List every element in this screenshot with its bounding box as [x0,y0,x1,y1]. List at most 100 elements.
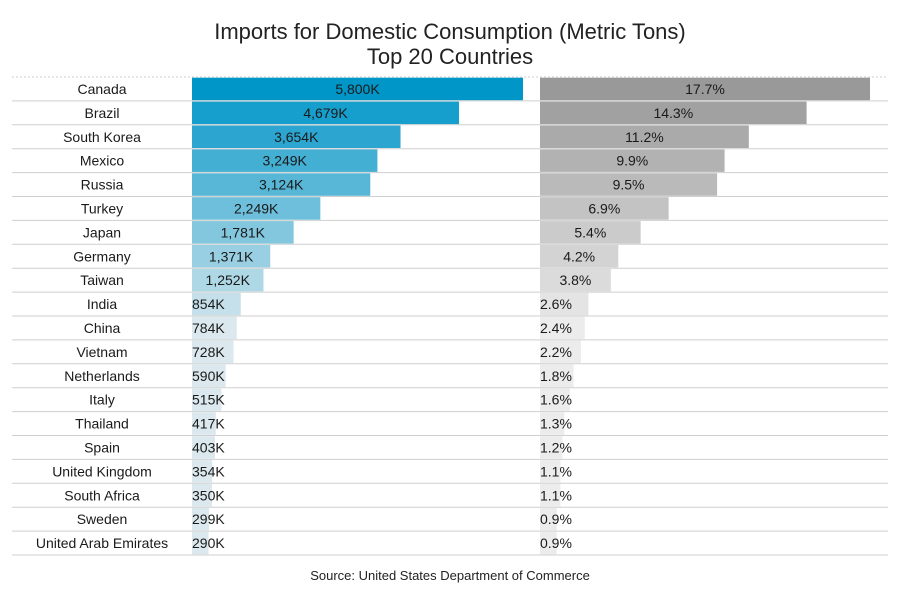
bar-share-label: 0.9% [540,511,572,527]
bar-share-label: 0.9% [540,535,572,551]
bar-share [540,316,585,340]
bar-tons [192,77,523,101]
category-label: Netherlands [64,368,140,384]
bar-share [540,77,870,101]
bar-tons [192,149,378,172]
bar-tons [192,221,294,244]
bar-tons-label: 784K [192,320,225,336]
category-label: Canada [77,81,126,97]
bar-tons-label: 728K [192,344,225,360]
bar-tons-label: 350K [192,487,225,503]
bar-tons-label: 354K [192,463,225,479]
category-label: South Africa [64,487,140,503]
bar-share [540,197,669,220]
category-label: Russia [81,177,124,193]
bar-share-label: 1.3% [540,416,572,432]
bar-share-label: 5.4% [574,224,606,240]
bar-tons-label: 1,252K [206,272,251,288]
bar-tons [192,173,371,196]
bar-share-label: 2.4% [540,320,572,336]
bar-tons [192,340,234,364]
category-label: India [87,296,118,312]
bar-share [540,268,611,292]
bar-tons-label: 290K [192,535,225,551]
category-label: China [84,320,121,336]
bar-tons [192,268,264,292]
bar-share-label: 4.2% [563,248,595,264]
bar-share-label: 11.2% [625,129,664,145]
category-label: Germany [73,248,131,264]
bar-share-label: 3.8% [559,272,591,288]
bar-tons-label: 5,800K [335,81,380,97]
category-label: United Arab Emirates [36,535,168,551]
bar-tons [192,388,222,411]
bar-share [540,388,570,411]
category-label: Thailand [75,416,129,432]
bar-share-label: 1.6% [540,392,572,408]
chart-subtitle: Top 20 Countries [366,44,534,69]
bar-tons [192,101,460,125]
chart-title: Imports for Domestic Consumption (Metric… [214,19,686,44]
bar-share-label: 1.2% [540,439,572,455]
category-label: Japan [83,224,121,240]
bar-share-label: 6.9% [588,200,620,216]
bar-share [540,531,557,555]
category-label: Spain [84,439,120,455]
bar-share-label: 9.9% [616,153,648,169]
category-label: Taiwan [80,272,124,288]
category-label: South Korea [63,129,141,145]
bar-share [540,101,807,125]
category-label: Brazil [84,105,119,121]
bar-tons-label: 1,781K [221,224,266,240]
bar-share [540,460,561,483]
bar-share-label: 17.7% [685,81,725,97]
bar-share-label: 2.2% [540,344,572,360]
bar-tons-label: 2,249K [234,200,279,216]
category-label: Mexico [80,153,125,169]
bar-tons [192,316,237,340]
bar-share-label: 9.5% [613,177,645,193]
source-note: Source: United States Department of Comm… [310,568,590,583]
bar-tons-label: 515K [192,392,225,408]
bar-tons [192,197,321,220]
bar-share [540,125,749,148]
bar-tons-label: 3,124K [259,177,304,193]
bar-tons [192,460,213,483]
bar-share-label: 2.6% [540,296,572,312]
bar-tons [192,507,210,531]
bar-tons [192,412,216,435]
bar-tons-label: 3,654K [274,129,319,145]
bar-share [540,507,557,531]
bar-share-label: 1.1% [540,487,572,503]
category-label: United Kingdom [52,463,152,479]
bar-tons-label: 299K [192,511,225,527]
bar-share [540,149,725,172]
category-label: Sweden [77,511,128,527]
bar-share [540,484,561,507]
bar-tons-label: 403K [192,439,225,455]
bar-tons [192,292,241,316]
bar-tons-label: 854K [192,296,225,312]
bar-share [540,245,619,268]
bar-tons-label: 1,371K [209,248,254,264]
bar-share [540,292,589,316]
bar-tons [192,436,215,459]
bar-tons-label: 417K [192,416,225,432]
category-label: Turkey [81,200,123,216]
bar-share [540,436,563,459]
bar-tons [192,531,209,555]
bar-share [540,412,565,435]
bar-tons [192,364,226,387]
bar-share [540,173,718,196]
bar-share [540,340,582,364]
bar-tons-label: 3,249K [263,153,308,169]
bar-share [540,364,574,387]
bar-tons-label: 4,679K [303,105,348,121]
category-label: Vietnam [76,344,127,360]
bar-tons [192,245,271,268]
bar-share-label: 1.8% [540,368,572,384]
bar-tons [192,125,401,148]
category-label: Italy [89,392,115,408]
bar-share-label: 1.1% [540,463,572,479]
